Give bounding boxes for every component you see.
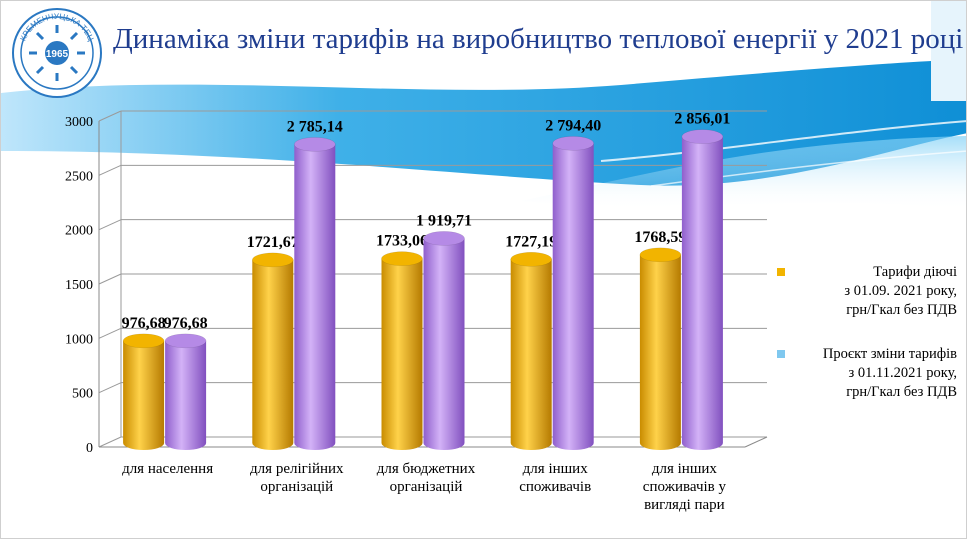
data-label: 976,68 bbox=[122, 315, 166, 332]
bar-current bbox=[123, 340, 165, 450]
data-label: 1768,59 bbox=[634, 229, 686, 246]
bar-top bbox=[381, 251, 423, 266]
data-label: 2 785,14 bbox=[287, 118, 343, 135]
x-tick-label: споживачів у bbox=[643, 479, 727, 495]
x-tick-label: організацій bbox=[390, 479, 463, 495]
bar-proposed bbox=[552, 143, 594, 451]
y-tick-label: 500 bbox=[72, 387, 93, 402]
bar-top bbox=[510, 252, 552, 267]
data-label: 1 919,71 bbox=[416, 212, 472, 229]
x-tick-label: для бюджетних bbox=[377, 461, 476, 477]
y-tick-label: 0 bbox=[86, 441, 93, 456]
bar-top bbox=[294, 137, 336, 152]
slide-title: Динаміка зміни тарифів на виробництво те… bbox=[113, 23, 964, 55]
bar-proposed bbox=[423, 238, 465, 451]
data-label: 2 794,40 bbox=[545, 117, 601, 134]
x-tick-label: для інших bbox=[652, 461, 718, 477]
y-tick-label: 2000 bbox=[65, 224, 93, 239]
bar-top bbox=[552, 136, 594, 151]
legend-item-proposed-tariffs: Проєкт зміни тарифів з 01.11.2021 року, … bbox=[777, 345, 957, 402]
floor-edge bbox=[744, 436, 768, 448]
bar-top bbox=[423, 231, 465, 246]
legend-marker-current bbox=[777, 268, 785, 276]
legend-label-proposed: Проєкт зміни тарифів з 01.11.2021 року, … bbox=[822, 346, 957, 400]
logo-year: 1965 bbox=[46, 49, 69, 60]
x-tick-label: для інших bbox=[523, 461, 589, 477]
x-tick-label: вигляді пари bbox=[644, 497, 725, 513]
data-label: 1733,06 bbox=[376, 233, 428, 250]
grid-diagonal bbox=[98, 164, 122, 176]
grid-diagonal bbox=[98, 219, 122, 231]
x-tick-label: споживачів bbox=[519, 479, 591, 495]
legend-marker-proposed bbox=[777, 350, 785, 358]
x-tick-label: для релігійних bbox=[250, 461, 344, 477]
grid-diagonal bbox=[98, 110, 122, 122]
bar-proposed bbox=[294, 144, 336, 451]
y-tick-label: 2500 bbox=[65, 169, 93, 184]
grid-diagonal bbox=[98, 327, 122, 339]
data-label: 1721,67 bbox=[247, 234, 299, 251]
company-logo: 1965 КРЕМЕНЧУЦЬКА ТЕЦ bbox=[12, 8, 102, 98]
y-tick-label: 1000 bbox=[65, 332, 93, 347]
y-tick-label: 3000 bbox=[65, 115, 93, 130]
bar-proposed bbox=[165, 340, 207, 451]
bar-current bbox=[252, 259, 294, 450]
y-tick-label: 1500 bbox=[65, 278, 93, 293]
bar-current bbox=[510, 259, 552, 451]
bar-current bbox=[639, 254, 681, 451]
data-label: 2 856,01 bbox=[674, 111, 730, 128]
bar-top bbox=[639, 247, 682, 263]
bar-top bbox=[122, 333, 165, 349]
bar-top bbox=[681, 129, 724, 144]
legend-item-current-tariffs: Тарифи діючі з 01.09. 2021 року, грн/Гка… bbox=[777, 263, 957, 320]
grid-diagonal bbox=[98, 382, 122, 394]
data-label: 976,68 bbox=[164, 315, 208, 332]
bar-current bbox=[381, 258, 423, 451]
x-tick-label: для населення bbox=[122, 461, 213, 477]
bar-top bbox=[164, 333, 207, 349]
data-label: 1727,19 bbox=[505, 233, 557, 250]
legend-label-current: Тарифи діючі з 01.09. 2021 року, грн/Гка… bbox=[844, 264, 957, 318]
bar-top bbox=[252, 252, 294, 268]
grid-diagonal bbox=[98, 436, 122, 448]
bar-proposed bbox=[681, 136, 723, 451]
x-tick-label: організацій bbox=[260, 479, 333, 495]
grid-diagonal bbox=[98, 273, 122, 285]
